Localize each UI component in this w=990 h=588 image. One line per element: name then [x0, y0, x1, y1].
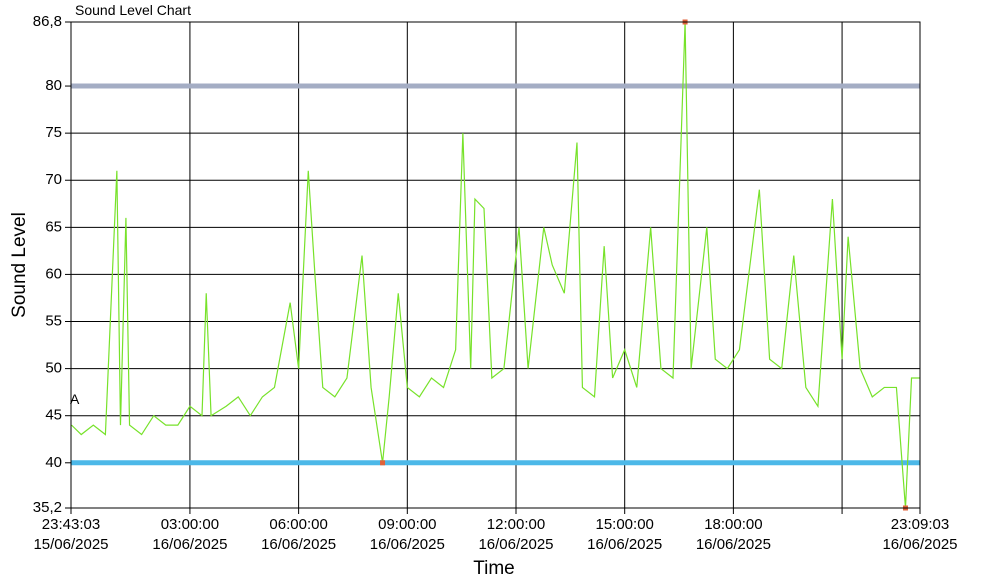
- y-tick-label: 80: [45, 77, 62, 94]
- y-tick-label: 70: [45, 171, 62, 188]
- series-line: [71, 21, 920, 509]
- x-tick-label: 23:43:03: [42, 516, 100, 533]
- x-tick-label: 15:00:00: [595, 516, 653, 533]
- chart-title: Sound Level Chart: [75, 2, 191, 18]
- plot-border: [70, 21, 921, 509]
- y-axis-title: Sound Level: [9, 212, 30, 318]
- threshold-marker: [380, 460, 386, 466]
- y-tick-label: 55: [45, 312, 62, 329]
- x-tick-label: 18:00:00: [704, 516, 762, 533]
- x-tick-label: 12:00:00: [487, 516, 545, 533]
- y-tick-label: 60: [45, 265, 62, 282]
- x-tick-label: 16/06/2025: [152, 536, 227, 553]
- x-tick-label: 16/06/2025: [587, 536, 662, 553]
- y-tick-label: 75: [45, 124, 62, 141]
- x-tick-label: 16/06/2025: [370, 536, 445, 553]
- y-tick-label: 40: [45, 454, 62, 471]
- x-tick-label: 16/06/2025: [261, 536, 336, 553]
- y-tick-label: 86,8: [33, 13, 62, 30]
- x-tick-label: 15/06/2025: [33, 536, 108, 553]
- x-tick-label: 09:00:00: [378, 516, 436, 533]
- y-tick-label: 50: [45, 360, 62, 377]
- x-tick-label: 16/06/2025: [696, 536, 771, 553]
- x-tick-label: 06:00:00: [269, 516, 327, 533]
- x-axis-title: Time: [473, 558, 515, 579]
- y-tick-label: 35,2: [33, 499, 62, 516]
- y-tick-label: 45: [45, 407, 62, 424]
- y-tick-label: 65: [45, 218, 62, 235]
- x-tick-label: 16/06/2025: [882, 536, 957, 553]
- annotation: A: [70, 391, 80, 407]
- x-tick-label: 03:00:00: [161, 516, 219, 533]
- x-tick-label: 23:09:03: [891, 516, 949, 533]
- x-tick-label: 16/06/2025: [478, 536, 553, 553]
